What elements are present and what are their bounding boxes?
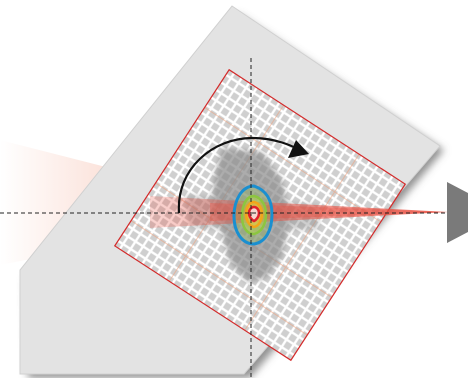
curved-clockwise-arrow-icon <box>177 136 309 214</box>
contour-inner <box>247 205 261 223</box>
outgoing-beam <box>150 196 448 228</box>
intensity-contours <box>232 184 274 246</box>
grid-border <box>113 68 407 362</box>
